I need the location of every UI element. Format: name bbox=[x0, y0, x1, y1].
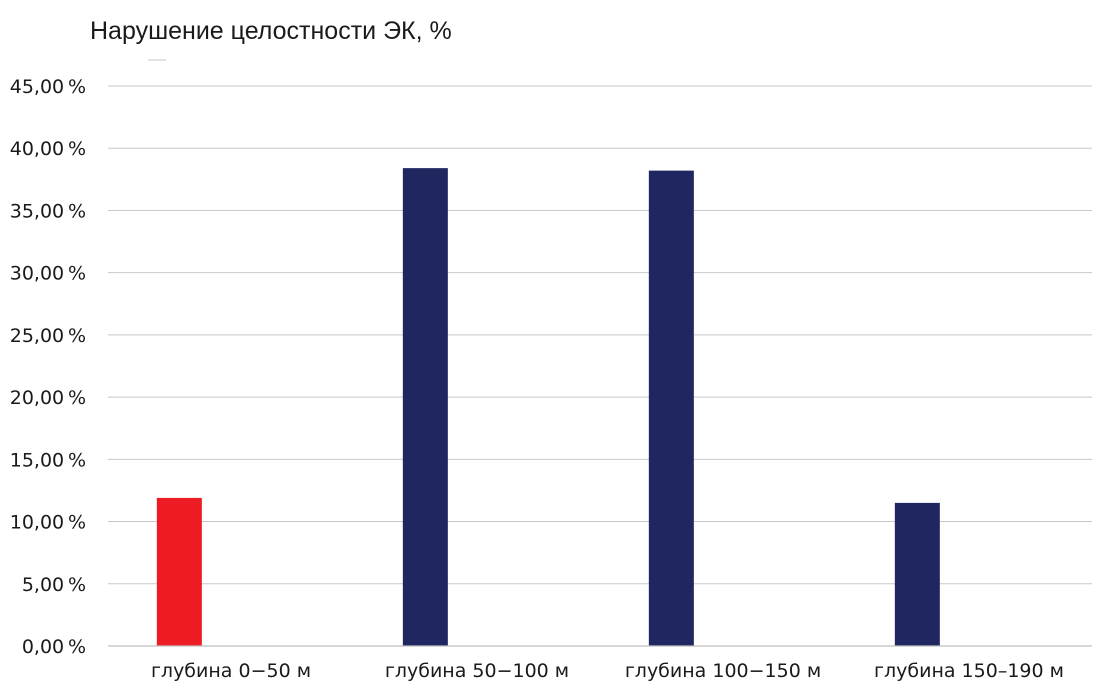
x-category-label: глубина 100−150 м bbox=[625, 660, 821, 682]
bar bbox=[894, 502, 940, 646]
y-tick-label: 45,00 % bbox=[10, 76, 86, 98]
x-category-label: глубина 0−50 м bbox=[151, 660, 311, 682]
bar bbox=[402, 168, 448, 646]
y-tick-label: 40,00 % bbox=[10, 138, 86, 160]
chart-title: Нарушение целостности ЭК, % bbox=[90, 17, 452, 45]
y-tick-label: 5,00 % bbox=[22, 574, 86, 596]
y-tick-label: 25,00 % bbox=[10, 325, 86, 347]
y-tick-label: 30,00 % bbox=[10, 263, 86, 285]
x-axis-category-labels: глубина 0−50 м глубина 50−100 м глубина 10… bbox=[151, 660, 1064, 682]
x-category-label: глубина 150–190 м bbox=[874, 660, 1064, 682]
gridlines bbox=[108, 85, 1092, 585]
y-tick-label: 35,00 % bbox=[10, 200, 86, 222]
y-axis-tick-labels: 0,00 % 5,00 % 10,00 % 15,00 % 20,00 % 25,00 %… bbox=[10, 76, 86, 658]
y-tick-label: 0,00 % bbox=[22, 636, 86, 658]
bars bbox=[156, 168, 940, 646]
y-tick-label: 15,00 % bbox=[10, 449, 86, 471]
y-tick-label: 10,00 % bbox=[10, 512, 86, 534]
bar bbox=[156, 497, 202, 646]
y-tick-label: 20,00 % bbox=[10, 387, 86, 409]
x-category-label: глубина 50−100 м bbox=[385, 660, 569, 682]
bar bbox=[648, 170, 694, 646]
